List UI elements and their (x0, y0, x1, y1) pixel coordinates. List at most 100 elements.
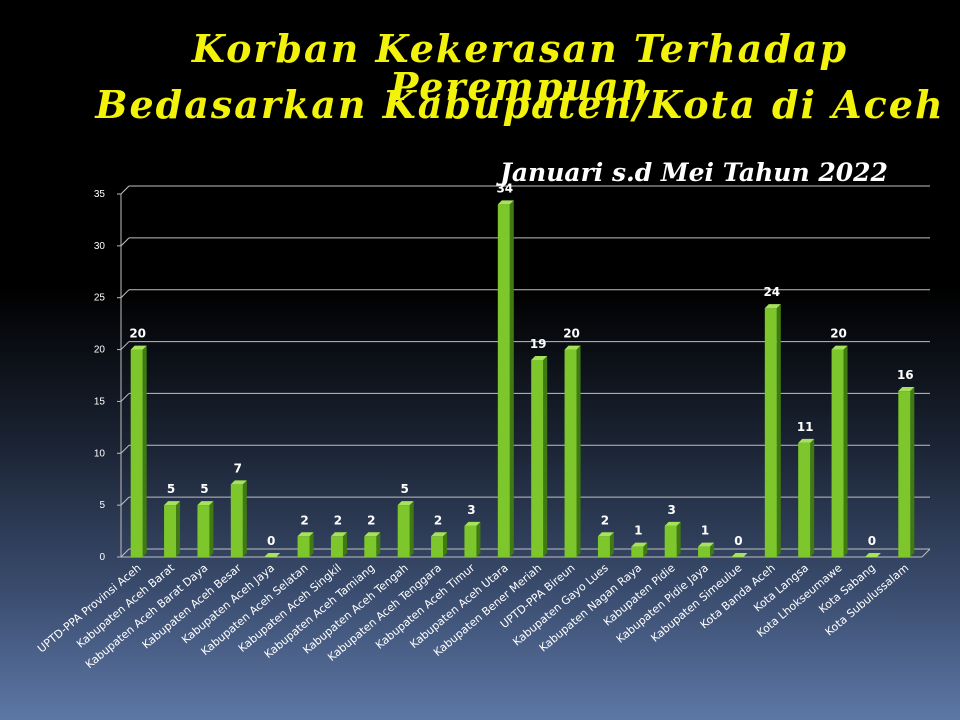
bar (164, 505, 177, 557)
bar (297, 536, 310, 557)
bar-top (197, 501, 214, 506)
bar-side (776, 304, 781, 557)
bar (597, 536, 610, 557)
bar-side (910, 387, 915, 557)
bar-side (676, 521, 681, 557)
y-tick-label: 25 (94, 293, 106, 304)
data-label: 0 (267, 534, 275, 548)
bar (698, 546, 711, 557)
bar-top (264, 553, 281, 557)
chart-title-line2: Bedasarkan Kabupaten/Kota di Aceh (95, 82, 945, 127)
gridline-diagonal (120, 341, 130, 350)
bar (397, 505, 410, 557)
data-label: 11 (797, 420, 814, 434)
bar (564, 349, 577, 557)
y-tick-label: 20 (94, 345, 106, 356)
data-label: 0 (734, 534, 742, 548)
y-tick-label: 5 (99, 500, 105, 511)
data-label: 2 (300, 513, 308, 527)
y-tick-label: 35 (94, 189, 106, 200)
bar-side (342, 532, 347, 557)
data-label: 20 (129, 327, 146, 341)
data-label: 20 (563, 327, 580, 341)
chart-subtitle: Januari s.d Mei Tahun 2022 (500, 158, 888, 187)
gridline-diagonal (120, 548, 130, 558)
bar (197, 505, 210, 557)
x-axis-diagonal (921, 548, 931, 558)
bar-top (831, 345, 848, 350)
bar-side (710, 542, 715, 557)
bar (531, 359, 544, 557)
chart-title-line1: Korban Kekerasan Terhadap Perempuan (191, 26, 849, 109)
bar-top (664, 521, 681, 526)
gridline-diagonal (120, 496, 130, 506)
bar-side (443, 532, 448, 557)
bar-side (843, 345, 848, 557)
bar (330, 536, 343, 557)
data-label: 0 (868, 534, 876, 548)
bar-top (397, 501, 414, 506)
data-label: 5 (401, 482, 409, 496)
bar (664, 525, 677, 557)
bar-side (576, 345, 581, 557)
bar-side (376, 532, 381, 557)
bar-top (631, 542, 648, 547)
bar-top (597, 532, 614, 537)
data-label: 16 (897, 368, 914, 382)
y-tick-label: 30 (94, 241, 106, 252)
y-tick-label: 10 (94, 448, 106, 459)
data-label: 24 (763, 285, 780, 299)
data-label: 34 (496, 181, 513, 195)
bar-top (330, 532, 347, 537)
data-label: 5 (167, 482, 175, 496)
bar-top (297, 532, 314, 537)
bar-side (176, 501, 181, 557)
bar-side (209, 501, 214, 557)
gridline-diagonal (120, 289, 130, 299)
bar-top (531, 355, 548, 360)
bar-side (242, 480, 247, 557)
bar-top (164, 501, 181, 506)
bar (764, 308, 777, 557)
bar-top (431, 532, 448, 537)
data-label: 2 (334, 513, 342, 527)
data-label: 2 (601, 513, 609, 527)
data-label: 3 (467, 503, 475, 517)
gridline-diagonal (120, 444, 130, 454)
bar-side (309, 532, 314, 557)
data-label: 2 (434, 513, 442, 527)
bar-top (564, 345, 581, 350)
bar-top (731, 553, 748, 557)
data-label: 20 (830, 327, 847, 341)
bar (798, 442, 811, 557)
bar (898, 391, 911, 557)
data-label: 5 (200, 482, 208, 496)
data-label: 3 (668, 503, 676, 517)
gridline-diagonal (120, 393, 130, 402)
bar-top (497, 200, 514, 205)
bar (431, 536, 444, 557)
data-label: 2 (367, 513, 375, 527)
bar-side (509, 200, 514, 557)
bar (364, 536, 377, 557)
bar-side (643, 542, 648, 557)
y-tick-label: 15 (94, 396, 106, 407)
bar (631, 546, 644, 557)
bar-top (364, 532, 381, 537)
bar-side (609, 532, 614, 557)
bar-top (898, 387, 915, 392)
bar (497, 204, 510, 557)
bar-side (810, 438, 815, 557)
bar-top (798, 438, 815, 443)
bar-side (142, 345, 147, 557)
bar-top (864, 553, 881, 557)
bar (230, 484, 243, 557)
bar (464, 525, 477, 557)
bar (831, 349, 844, 557)
bar-top (130, 345, 147, 350)
bar-top (764, 304, 781, 309)
gridline-diagonal (120, 237, 130, 247)
data-label: 1 (701, 524, 709, 538)
bar-top (698, 542, 715, 547)
